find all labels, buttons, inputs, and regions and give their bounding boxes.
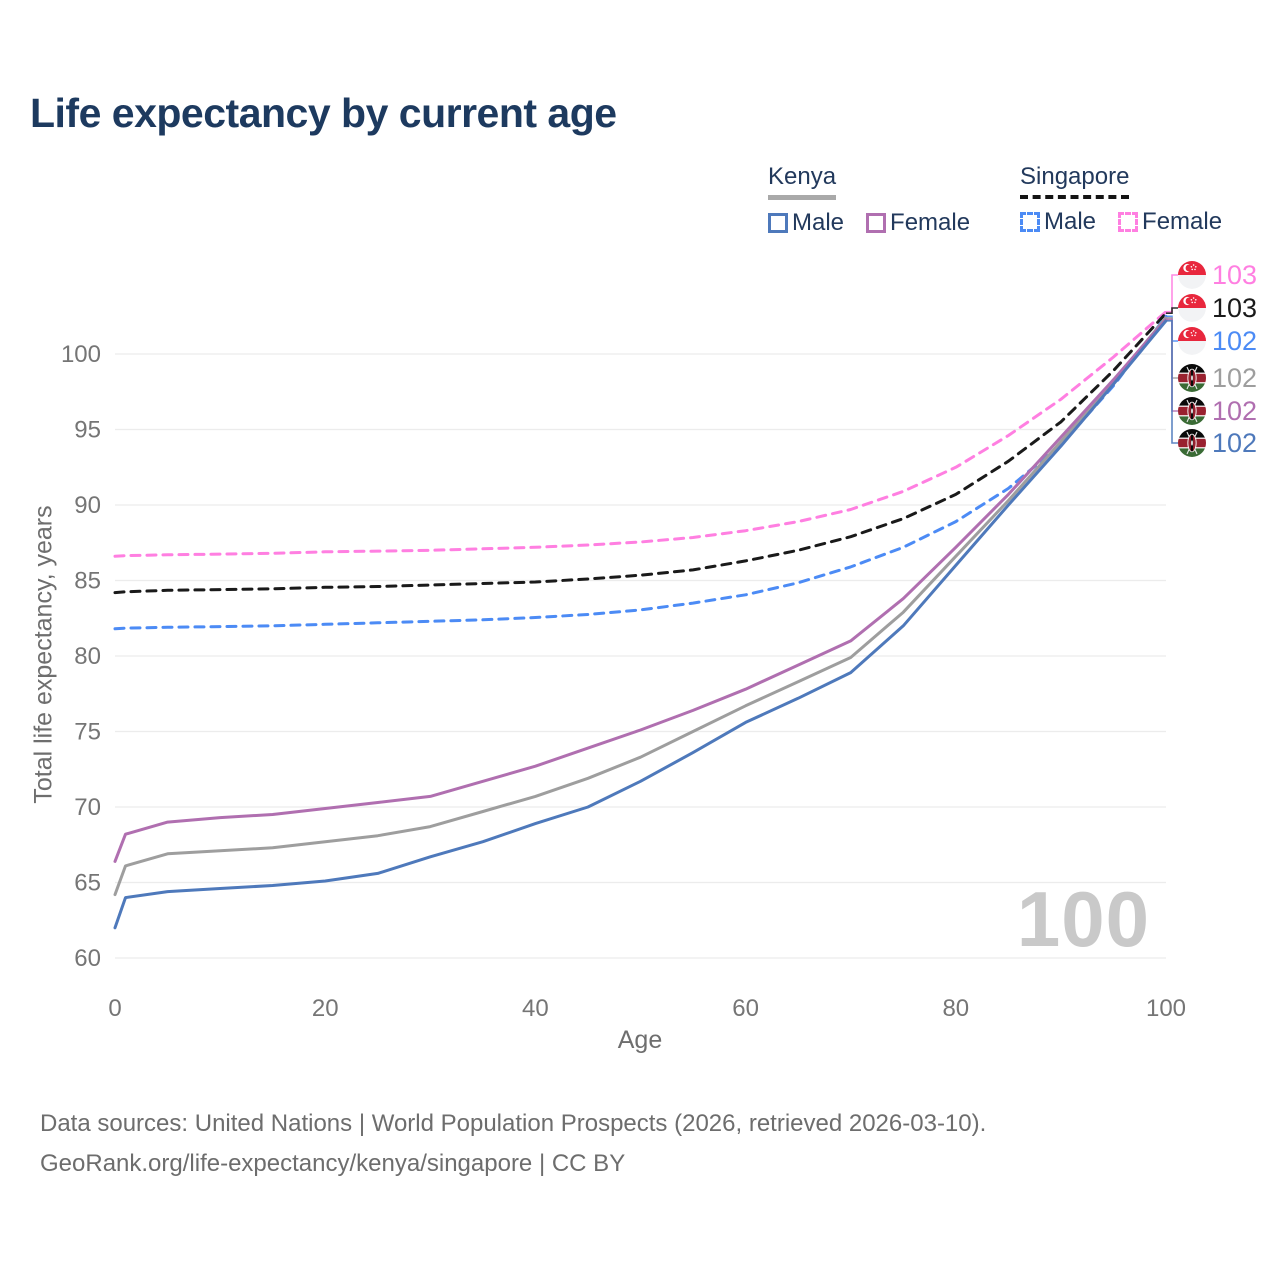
x-tick-label-20: 20 — [312, 995, 339, 1022]
end-label-kenya-both-sexes: 102 — [1212, 363, 1257, 393]
kenya-female-swatch-icon — [866, 213, 887, 233]
legend-label: Male — [1044, 208, 1097, 235]
legend-group-singapore: Singapore Male Female — [1020, 163, 1222, 236]
gridlines — [115, 353, 1166, 959]
legend-items-singapore: Male Female — [1020, 208, 1222, 236]
y-tick-label-70: 70 — [74, 794, 101, 821]
legend-label: Female — [1142, 208, 1223, 235]
kenya-male-swatch-icon — [768, 213, 788, 233]
footer-data-sources: Data sources: United Nations | World Pop… — [40, 1110, 987, 1137]
series-line-singapore-both-sexes — [113, 311, 1168, 595]
end-label-singapore-male: 102 — [1212, 326, 1257, 356]
legend-label: Female — [890, 209, 971, 236]
x-tick-label-60: 60 — [732, 995, 759, 1022]
series-line-kenya-male — [113, 319, 1168, 930]
end-label-singapore-both-sexes: 103 — [1212, 293, 1257, 323]
singapore-flag-icon — [1178, 327, 1206, 355]
series-line-singapore-male — [113, 314, 1168, 631]
singapore-flag-icon — [1178, 294, 1206, 322]
singapore-flag-icon — [1178, 261, 1206, 289]
leader-line — [1166, 307, 1178, 315]
end-label-kenya-female: 102 — [1212, 396, 1257, 426]
footer: Data sources: United Nations | World Pop… — [40, 1104, 986, 1184]
x-axis-title: Age — [617, 1026, 663, 1054]
end-label-singapore-female: 103 — [1212, 260, 1257, 290]
x-tick-label-40: 40 — [522, 995, 549, 1022]
singapore-female-swatch-icon — [1118, 212, 1139, 232]
singapore-male-swatch-icon — [1020, 212, 1040, 232]
legend-item-singapore-male[interactable]: Male — [1020, 208, 1096, 236]
series-line-kenya-both-sexes — [113, 316, 1168, 897]
legend-item-kenya-female[interactable]: Female — [866, 209, 970, 237]
legend-country-kenya[interactable]: Kenya — [768, 163, 837, 200]
x-tick-label-0: 0 — [108, 995, 121, 1022]
y-tick-label-95: 95 — [74, 417, 101, 444]
legend-country-singapore[interactable]: Singapore — [1020, 163, 1130, 199]
y-tick-label-90: 90 — [74, 492, 101, 519]
series-line-kenya-female — [113, 317, 1168, 863]
legend-item-singapore-female[interactable]: Female — [1118, 208, 1222, 236]
kenya-flag-icon — [1178, 397, 1206, 425]
leader-line — [1166, 274, 1178, 313]
kenya-flag-icon — [1178, 364, 1206, 392]
y-tick-label-60: 60 — [74, 945, 101, 972]
footer-attribution: GeoRank.org/life-expectancy/kenya/singap… — [40, 1150, 626, 1177]
series-line-singapore-female — [113, 310, 1168, 558]
page-title: Life expectancy by current age — [30, 90, 617, 136]
axis-tick-labels: 60 65 70 75 80 85 90 95 100 0 20 40 60 80 100 — [61, 341, 1186, 1022]
kenya-flag-icon — [1178, 429, 1206, 457]
series-lines — [113, 310, 1168, 930]
y-tick-label-75: 75 — [74, 719, 101, 746]
legend-group-kenya: Kenya Male Female — [768, 163, 970, 237]
age-counter-watermark: 100 — [1016, 875, 1150, 963]
legend-item-kenya-male[interactable]: Male — [768, 209, 844, 237]
end-label-kenya-male: 102 — [1212, 428, 1257, 458]
y-tick-label-85: 85 — [74, 568, 101, 595]
x-tick-label-80: 80 — [942, 995, 969, 1022]
y-tick-label-80: 80 — [74, 643, 101, 670]
legend-items-kenya: Male Female — [768, 209, 970, 237]
y-tick-label-65: 65 — [74, 870, 101, 897]
legend-label: Male — [792, 209, 845, 236]
x-tick-label-100: 100 — [1146, 995, 1186, 1022]
leader-line — [1166, 319, 1178, 444]
y-tick-label-100: 100 — [61, 341, 101, 368]
